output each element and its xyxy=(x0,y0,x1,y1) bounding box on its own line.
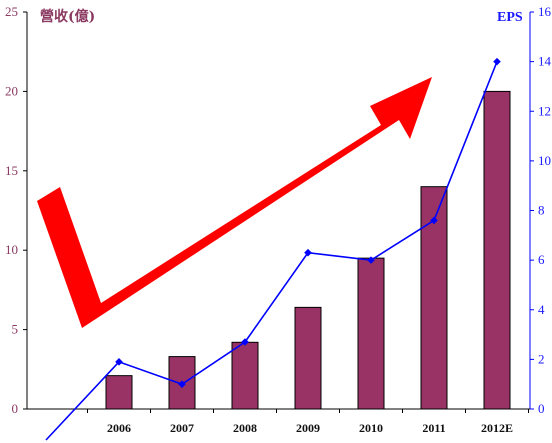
eps-point-2008 xyxy=(241,338,249,346)
right-tick-label: 16 xyxy=(538,4,552,19)
bar-2012E xyxy=(483,90,511,410)
bar-2006 xyxy=(105,375,133,410)
eps-point-2012E xyxy=(493,57,501,66)
trend-arrow-annotation xyxy=(37,77,432,328)
x-tick-label: 2008 xyxy=(233,421,257,435)
right-tick-label: 10 xyxy=(538,153,551,168)
right-axis-title: EPS xyxy=(497,10,523,25)
right-tick-label: 4 xyxy=(538,302,545,317)
bar-2009 xyxy=(294,306,322,410)
left-axis-title: 營收(億) xyxy=(40,8,95,25)
left-tick-label: 20 xyxy=(5,83,18,98)
eps-line-path xyxy=(45,61,498,441)
left-tick-label: 10 xyxy=(5,242,18,257)
tick-labels: 0 5 10 15 20 25 0 2 4 6 8 10 12 14 16 2006 2007 2008 2009 2… xyxy=(5,4,552,435)
eps-point-2007 xyxy=(178,380,186,388)
right-tick-label: 0 xyxy=(538,401,545,416)
eps-point-2006 xyxy=(115,358,123,366)
bar-2010 xyxy=(357,257,385,410)
left-tick-label: 15 xyxy=(5,163,18,178)
eps-line-series xyxy=(45,57,501,441)
left-tick-label: 5 xyxy=(12,322,19,337)
right-tick-label: 2 xyxy=(538,351,545,366)
left-tick-label: 25 xyxy=(5,4,18,19)
eps-point-2010 xyxy=(367,256,375,264)
bar-2008 xyxy=(231,341,259,410)
eps-point-2011 xyxy=(430,216,438,225)
eps-point-2009 xyxy=(304,248,312,257)
right-tick-label: 6 xyxy=(538,252,545,267)
right-tick-label: 8 xyxy=(538,203,545,218)
axes xyxy=(23,11,534,413)
left-tick-label: 0 xyxy=(12,401,19,416)
x-tick-label: 2006 xyxy=(107,421,131,435)
check-arrow-shape xyxy=(37,77,432,328)
right-tick-label: 12 xyxy=(538,103,551,118)
x-tick-label: 2012E xyxy=(481,421,513,435)
x-tick-label: 2010 xyxy=(359,421,383,435)
x-tick-label: 2007 xyxy=(170,421,194,435)
right-tick-label: 14 xyxy=(538,54,552,69)
x-tick-label: 2011 xyxy=(422,421,445,435)
x-tick-label: 2009 xyxy=(296,421,320,435)
